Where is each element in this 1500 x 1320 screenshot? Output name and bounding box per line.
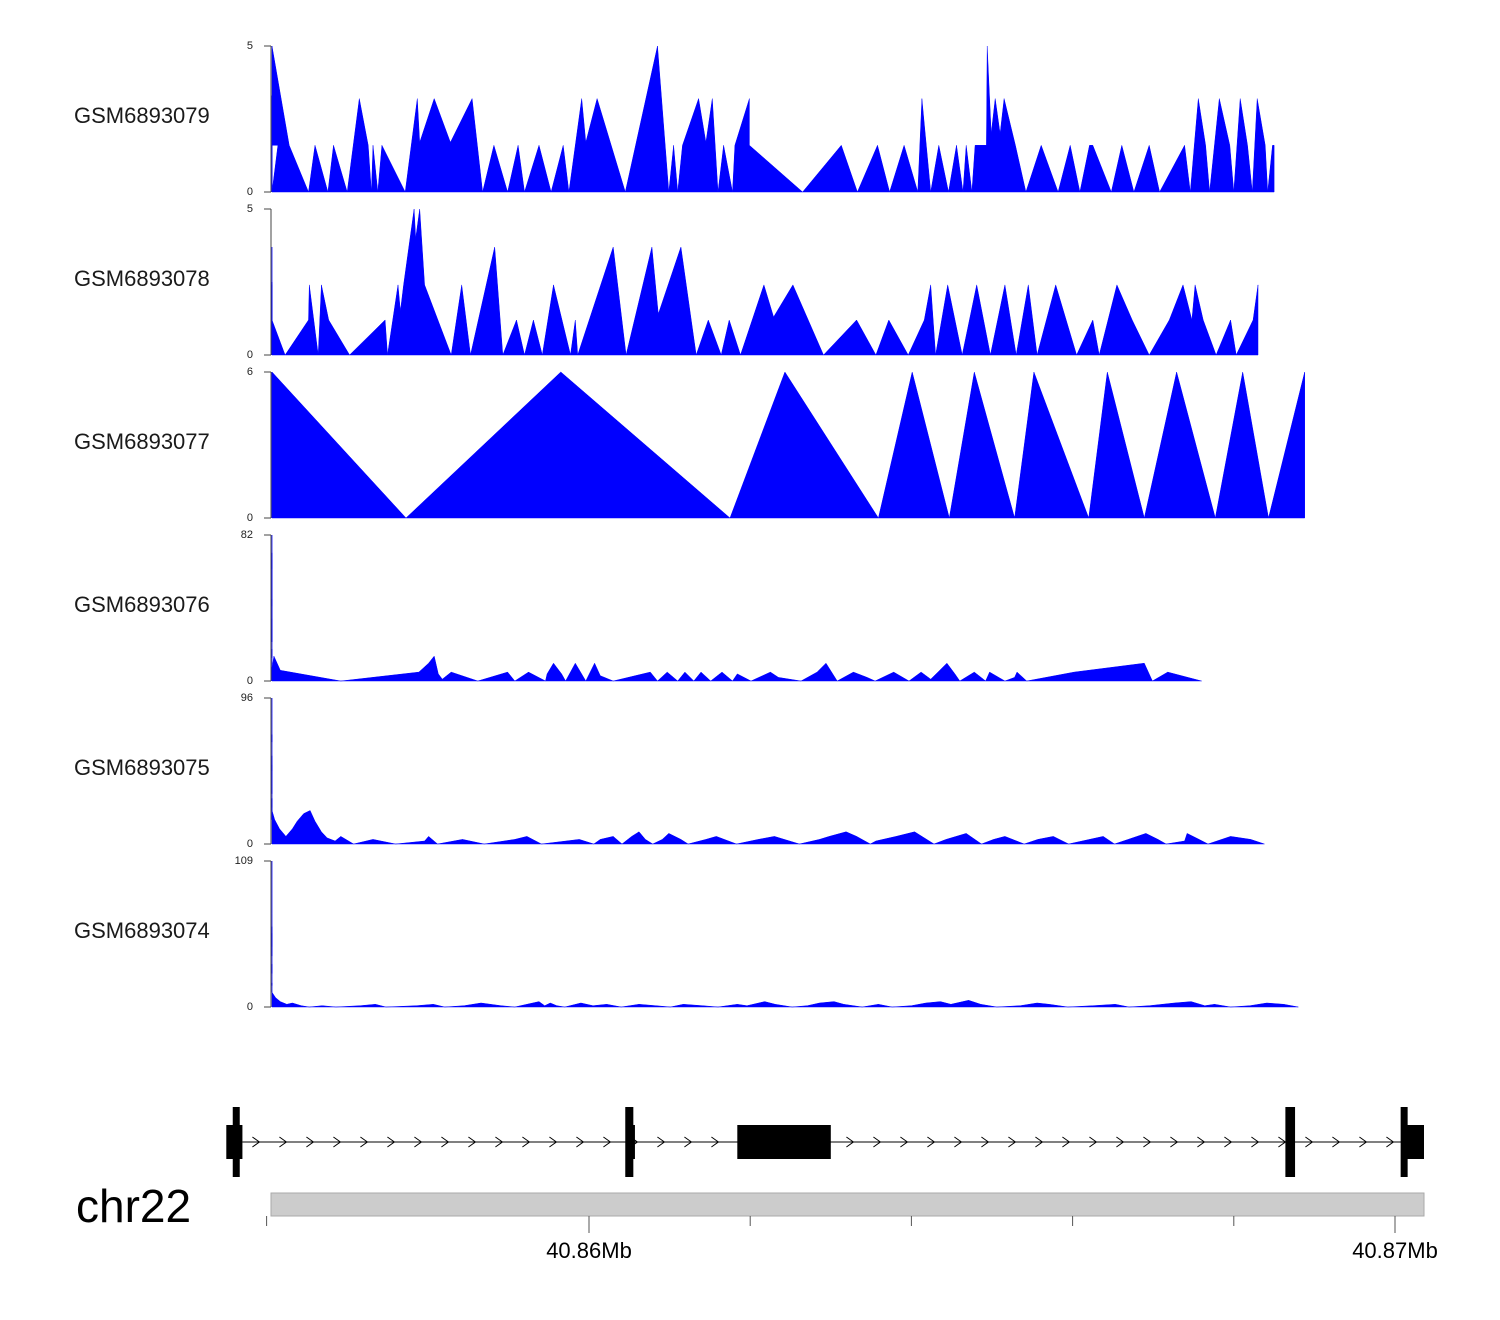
strand-chevron (1170, 1136, 1179, 1148)
strand-chevron (873, 1136, 882, 1148)
strand-chevron (846, 1136, 855, 1148)
strand-chevron (1197, 1136, 1206, 1148)
strand-chevron (279, 1136, 288, 1148)
track-label: GSM6893077 (74, 429, 210, 454)
track-label: GSM6893079 (74, 103, 210, 128)
y-max-label: 82 (241, 529, 253, 541)
strand-chevron (360, 1136, 369, 1148)
strand-chevron (954, 1136, 963, 1148)
strand-chevron (1359, 1136, 1368, 1148)
genome-tick-label: 40.86Mb (546, 1238, 632, 1263)
coverage-area (271, 698, 1265, 845)
strand-chevron (522, 1136, 531, 1148)
coverage-area (271, 861, 1299, 1008)
strand-chevron (1008, 1136, 1017, 1148)
track-label: GSM6893078 (74, 266, 210, 291)
coverage-area (271, 45, 1275, 193)
strand-chevron (1116, 1136, 1125, 1148)
strand-chevron (1089, 1136, 1098, 1148)
gene-utr-block (1403, 1125, 1424, 1159)
track-label: GSM6893074 (74, 918, 210, 943)
track-GSM6893075: GSM6893075 96 0 (74, 692, 1265, 850)
track-GSM6893074: GSM6893074 109 0 (74, 855, 1299, 1013)
y-max-label: 5 (247, 203, 253, 215)
chromosome-ideogram-bar (270, 1192, 1425, 1217)
y-min-label: 0 (247, 1001, 253, 1013)
strand-chevron (1143, 1136, 1152, 1148)
y-max-label: 96 (241, 692, 253, 704)
strand-chevron (981, 1136, 990, 1148)
coverage-area (271, 535, 1202, 682)
y-min-label: 0 (247, 512, 253, 524)
strand-chevron (711, 1136, 720, 1148)
y-max-label: 109 (235, 855, 253, 867)
strand-chevron (549, 1136, 558, 1148)
y-max-label: 6 (247, 366, 253, 378)
track-label: GSM6893076 (74, 592, 210, 617)
strand-chevron (252, 1136, 261, 1148)
strand-chevron (657, 1136, 666, 1148)
gene-cds-block (737, 1125, 831, 1159)
coverage-tracks: GSM689307950GSM689307850GSM689307760GSM6… (74, 40, 1305, 1013)
y-max-label: 5 (247, 40, 253, 52)
track-GSM6893076: GSM6893076 82 0 (74, 529, 1202, 687)
coverage-area (271, 208, 1259, 356)
strand-chevron (1386, 1136, 1395, 1148)
strand-chevron (927, 1136, 936, 1148)
coverage-area (271, 371, 1305, 519)
gene-utr-block (629, 1125, 635, 1159)
strand-chevron (306, 1136, 315, 1148)
strand-chevron (414, 1136, 423, 1148)
strand-chevron (387, 1136, 396, 1148)
strand-chevron (1224, 1136, 1233, 1148)
y-min-label: 0 (247, 675, 253, 687)
chromosome-label: chr22 (76, 1180, 191, 1232)
strand-chevron (1035, 1136, 1044, 1148)
strand-chevron (441, 1136, 450, 1148)
strand-chevron (333, 1136, 342, 1148)
strand-chevron (1332, 1136, 1341, 1148)
track-GSM6893078: GSM6893078 5 0 (74, 203, 1259, 361)
strand-chevron (684, 1136, 693, 1148)
strand-chevron (1062, 1136, 1071, 1148)
gene-exon-block (232, 1107, 240, 1177)
y-min-label: 0 (247, 349, 253, 361)
strand-chevron (1251, 1136, 1260, 1148)
strand-chevron (576, 1136, 585, 1148)
gene-exon-block (1285, 1107, 1296, 1177)
track-GSM6893077: GSM6893077 6 0 (74, 366, 1305, 524)
y-min-label: 0 (247, 186, 253, 198)
track-GSM6893079: GSM6893079 5 0 (74, 40, 1275, 198)
gene-model-track (226, 1107, 1424, 1177)
genome-tick-label: 40.87Mb (1352, 1238, 1438, 1263)
strand-chevron (603, 1136, 612, 1148)
strand-chevron (468, 1136, 477, 1148)
strand-chevron (495, 1136, 504, 1148)
y-min-label: 0 (247, 838, 253, 850)
genome-axis: chr22 40.86Mb 40.87Mb (76, 1180, 1438, 1263)
strand-chevron (1305, 1136, 1314, 1148)
track-label: GSM6893075 (74, 755, 210, 780)
strand-chevron (900, 1136, 909, 1148)
